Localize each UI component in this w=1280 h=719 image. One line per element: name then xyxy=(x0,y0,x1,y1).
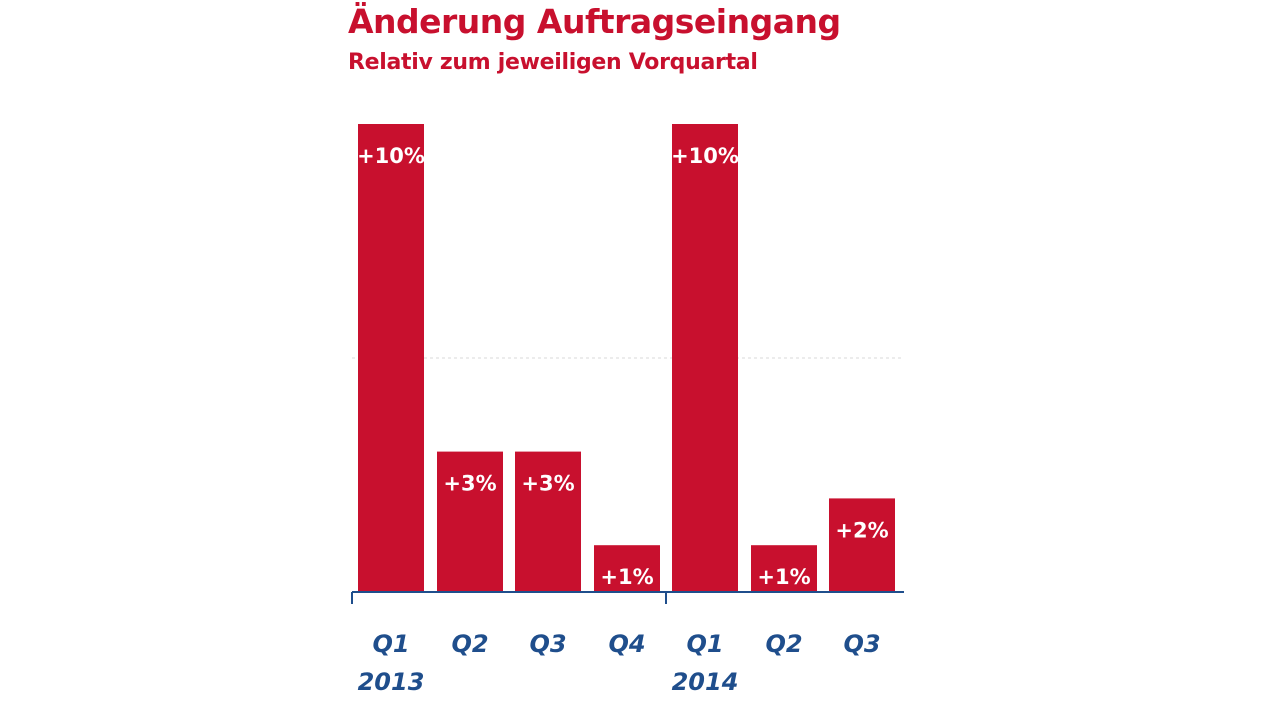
category-label: Q4 xyxy=(608,630,645,658)
bar xyxy=(672,124,738,592)
bar-value-label: +10% xyxy=(357,144,425,168)
bar-value-label: +3% xyxy=(443,472,496,496)
bar-value-label: +3% xyxy=(521,472,574,496)
bar xyxy=(829,498,895,592)
chart-subtitle: Relativ zum jeweiligen Vorquartal xyxy=(348,50,758,75)
bar xyxy=(751,545,817,592)
category-label: Q2 xyxy=(451,630,488,658)
bar-value-label: +10% xyxy=(671,144,739,168)
bar xyxy=(594,545,660,592)
chart-title: Änderung Auftragseingang xyxy=(348,2,841,41)
bar xyxy=(437,451,503,592)
category-label: Q2 xyxy=(765,630,802,658)
category-label: Q1 xyxy=(372,630,409,658)
bar-value-label: +1% xyxy=(600,565,653,589)
bar xyxy=(358,124,424,592)
category-label: Q3 xyxy=(843,630,880,658)
category-label: Q3 xyxy=(529,630,566,658)
bar-value-label: +2% xyxy=(835,518,888,542)
bar xyxy=(515,451,581,592)
year-label: 2013 xyxy=(358,668,425,696)
bar-value-label: +1% xyxy=(757,565,810,589)
category-label: Q1 xyxy=(686,630,723,658)
year-label: 2014 xyxy=(672,668,739,696)
